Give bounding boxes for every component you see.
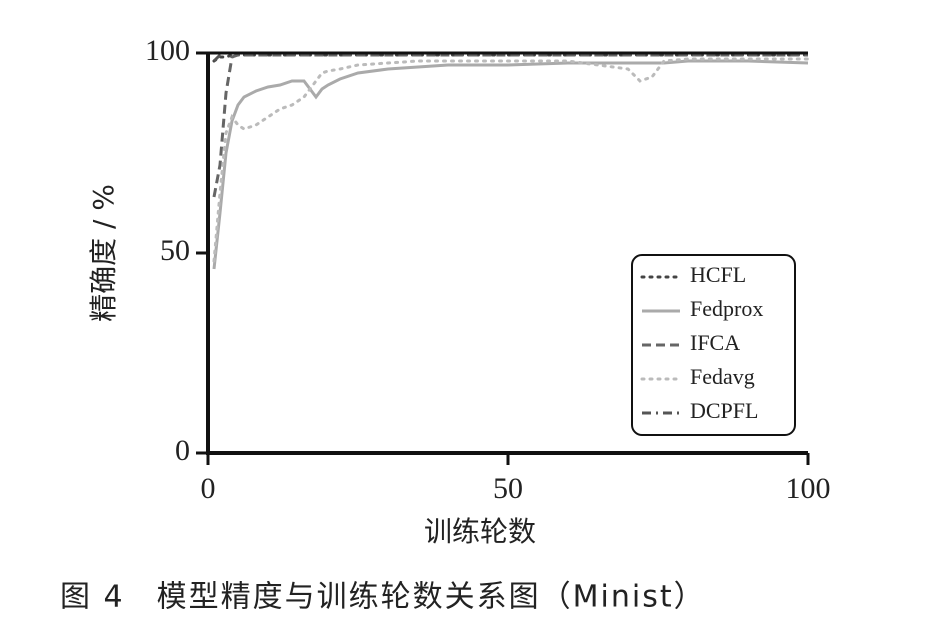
legend-label: Fedprox bbox=[690, 296, 763, 321]
series-line bbox=[212, 57, 810, 263]
x-axis-label: 训练轮数 bbox=[424, 515, 536, 548]
legend-label: IFCA bbox=[690, 330, 740, 355]
legend-label: DCPFL bbox=[690, 398, 758, 423]
x-tick-label: 0 bbox=[201, 472, 216, 505]
y-tick-label: 0 bbox=[175, 434, 190, 467]
x-tick-label: 50 bbox=[493, 472, 523, 505]
caption: 图 4 模型精度与训练轮数关系图（Minist） bbox=[60, 580, 706, 615]
y-axis-label: 精确度 / % bbox=[87, 184, 120, 322]
x-tick-label: 100 bbox=[786, 472, 831, 505]
series-line bbox=[212, 53, 808, 198]
y-tick-label: 100 bbox=[145, 34, 190, 67]
legend-label: HCFL bbox=[690, 262, 746, 287]
legend-box bbox=[631, 254, 796, 436]
y-tick-label: 50 bbox=[160, 234, 190, 267]
legend-label: Fedavg bbox=[690, 364, 755, 389]
series-line bbox=[212, 59, 809, 270]
